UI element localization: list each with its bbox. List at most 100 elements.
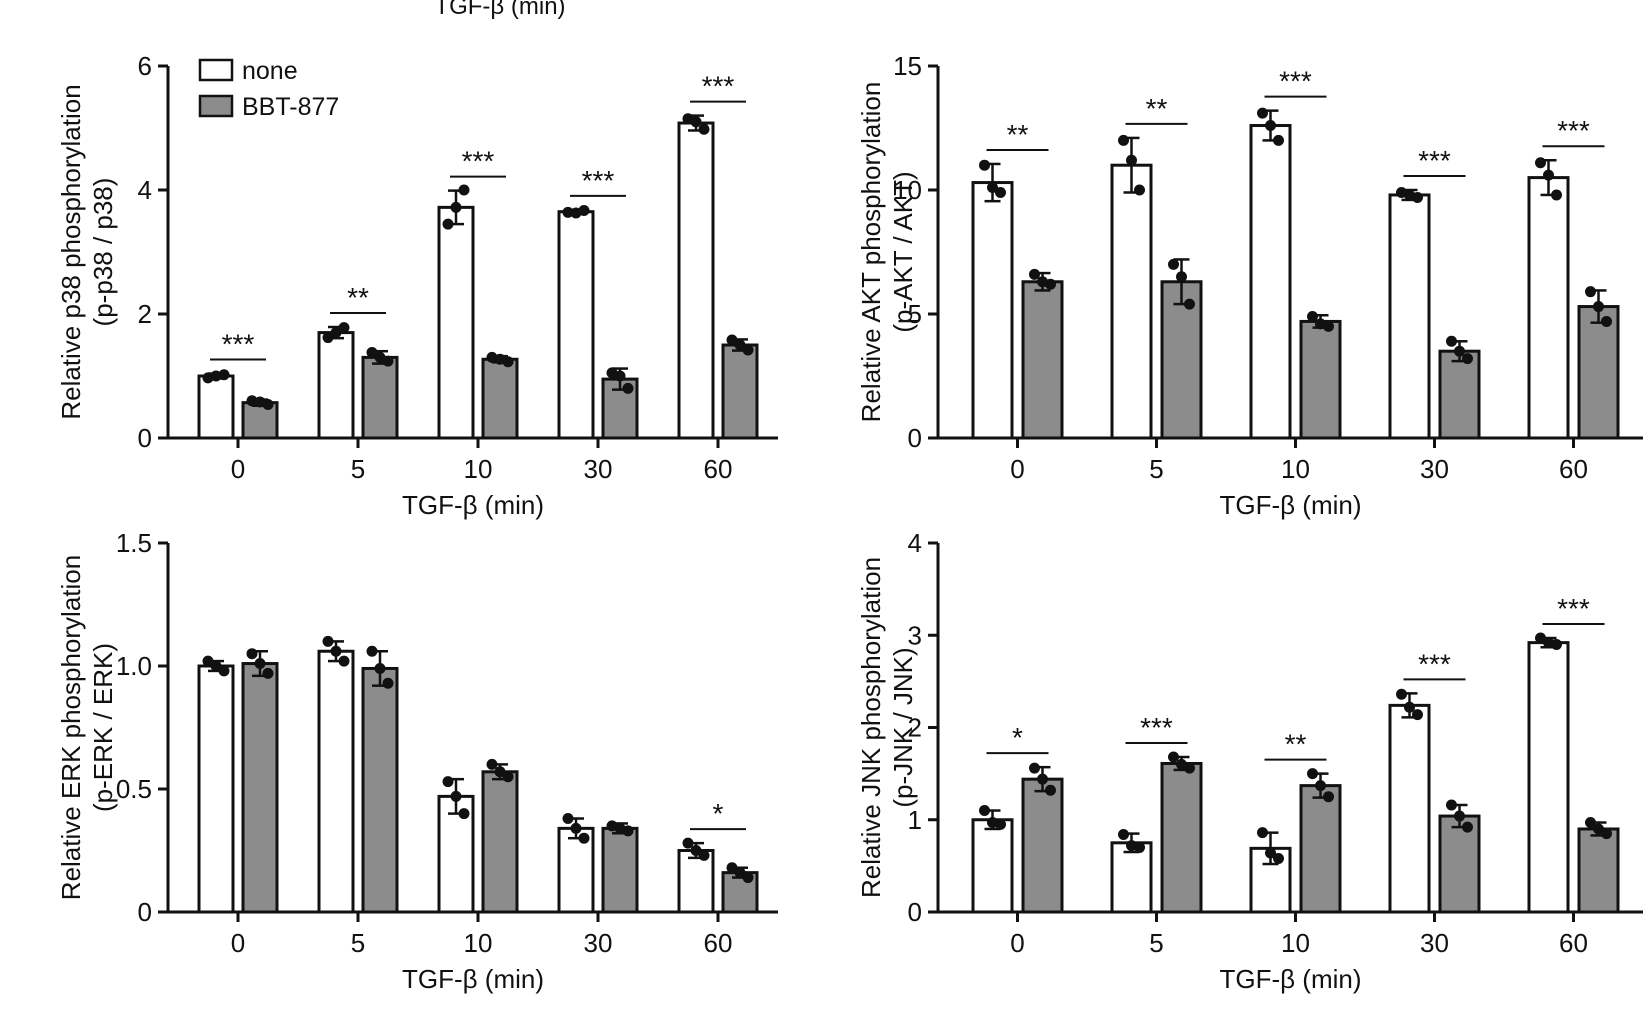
y-tick-label: 10 xyxy=(893,175,922,205)
bar-bbt-877-10 xyxy=(481,357,519,440)
bar-none-60 xyxy=(677,849,715,914)
y-tick-label: 4 xyxy=(138,175,152,205)
data-point xyxy=(698,849,710,861)
data-point xyxy=(690,116,702,128)
data-point xyxy=(494,766,506,778)
x-tick-label: 60 xyxy=(1559,928,1588,958)
cropped-xlabel-fragment: TGF-β (min) xyxy=(434,0,565,20)
bar-bbt-877-5 xyxy=(1160,761,1203,914)
data-point xyxy=(374,662,386,674)
chart-panel-jnk: 0 1 2 3 4 0 5 10 30 60 TGF-β (min) Relative JNK pho… xyxy=(856,528,1643,994)
y-tick-label: 1 xyxy=(908,805,922,835)
x-tick-label: 10 xyxy=(1281,454,1310,484)
data-point xyxy=(1257,827,1268,839)
y-tick-label: 6 xyxy=(138,51,152,81)
x-axis-title: TGF-β (min) xyxy=(402,490,544,520)
data-point xyxy=(1543,169,1554,181)
data-point xyxy=(622,382,634,394)
significance-label: * xyxy=(1012,722,1023,753)
data-point xyxy=(1118,134,1129,146)
data-point xyxy=(698,123,710,135)
bar-none-0 xyxy=(971,818,1014,914)
data-point xyxy=(322,635,334,647)
y-tick-label: 3 xyxy=(908,620,922,650)
data-point xyxy=(246,648,258,660)
data-point xyxy=(1551,189,1562,201)
x-tick-label: 0 xyxy=(1010,928,1024,958)
bar-none-30 xyxy=(1388,703,1431,914)
bar-bbt-877-5 xyxy=(1160,280,1203,440)
significance-label: *** xyxy=(462,146,495,177)
data-point xyxy=(1446,799,1457,811)
data-point xyxy=(366,645,378,657)
data-point xyxy=(1462,821,1473,833)
x-tick-label: 10 xyxy=(464,454,493,484)
bar-none-5 xyxy=(317,331,355,440)
bar-bbt-877-60 xyxy=(721,343,759,440)
data-point xyxy=(450,790,462,802)
y-axis-title: Relative ERK phosphorylation xyxy=(56,555,86,900)
data-point xyxy=(734,339,746,351)
data-point xyxy=(1045,784,1056,796)
data-point xyxy=(1029,268,1040,280)
data-point xyxy=(254,658,266,670)
data-point xyxy=(1273,852,1284,864)
bar-bbt-877-0 xyxy=(1021,777,1064,914)
bar-bbt-877-60 xyxy=(1577,827,1620,914)
x-axis-title: TGF-β (min) xyxy=(402,964,544,994)
data-point xyxy=(1037,276,1048,288)
data-point xyxy=(1396,688,1407,700)
data-point xyxy=(502,771,514,783)
data-point xyxy=(570,207,582,219)
legend-swatch-none xyxy=(198,58,234,82)
data-point xyxy=(1134,184,1145,196)
bar-none-10 xyxy=(437,205,475,440)
significance-label: *** xyxy=(222,329,255,360)
data-point xyxy=(210,660,222,672)
data-point xyxy=(262,667,274,679)
data-point xyxy=(1029,762,1040,774)
bar-bbt-877-30 xyxy=(1438,349,1481,440)
data-point xyxy=(979,805,990,817)
x-tick-label: 60 xyxy=(704,454,733,484)
significance-label: *** xyxy=(1279,66,1312,97)
data-point xyxy=(1535,632,1546,644)
bar-bbt-877-0 xyxy=(1021,280,1064,440)
legend-label: none xyxy=(242,57,298,85)
y-tick-label: 0 xyxy=(138,897,152,927)
data-point xyxy=(1176,758,1187,770)
data-point xyxy=(734,867,746,879)
data-point xyxy=(1037,773,1048,785)
data-point xyxy=(1593,823,1604,835)
data-point xyxy=(1184,298,1195,310)
y-axis-title: Relative JNK phosphorylation xyxy=(856,557,886,898)
bar-none-60 xyxy=(1527,641,1570,914)
data-point xyxy=(578,832,590,844)
data-point xyxy=(486,758,498,770)
significance-label: *** xyxy=(1557,593,1590,624)
y-tick-label: 2 xyxy=(138,299,152,329)
data-point xyxy=(1535,157,1546,169)
significance-label: ** xyxy=(347,282,369,313)
significance-label: ** xyxy=(1146,93,1168,124)
y-axis-title: Relative AKT phosphorylation xyxy=(856,82,886,423)
data-point xyxy=(682,837,694,849)
y-axis-title: Relative p38 phosphorylation xyxy=(56,84,86,419)
bar-bbt-877-10 xyxy=(481,770,519,914)
data-point xyxy=(458,808,470,820)
data-point xyxy=(1265,847,1276,859)
data-point xyxy=(1462,353,1473,365)
data-point xyxy=(995,186,1006,198)
chart-panel-akt: 0 5 10 15 0 5 10 30 60 TGF-β (min) Relative AKT ph… xyxy=(856,51,1643,520)
y-tick-label: 15 xyxy=(893,51,922,81)
significance-label: *** xyxy=(1140,712,1173,743)
data-point xyxy=(614,822,626,834)
y-tick-label: 5 xyxy=(908,299,922,329)
bar-none-5 xyxy=(317,649,355,914)
legend-swatch-bbt-877 xyxy=(198,94,234,118)
significance-label: *** xyxy=(1418,145,1451,176)
significance-label: ** xyxy=(1285,729,1307,760)
data-point xyxy=(1585,817,1596,829)
x-axis-title: TGF-β (min) xyxy=(1219,964,1361,994)
